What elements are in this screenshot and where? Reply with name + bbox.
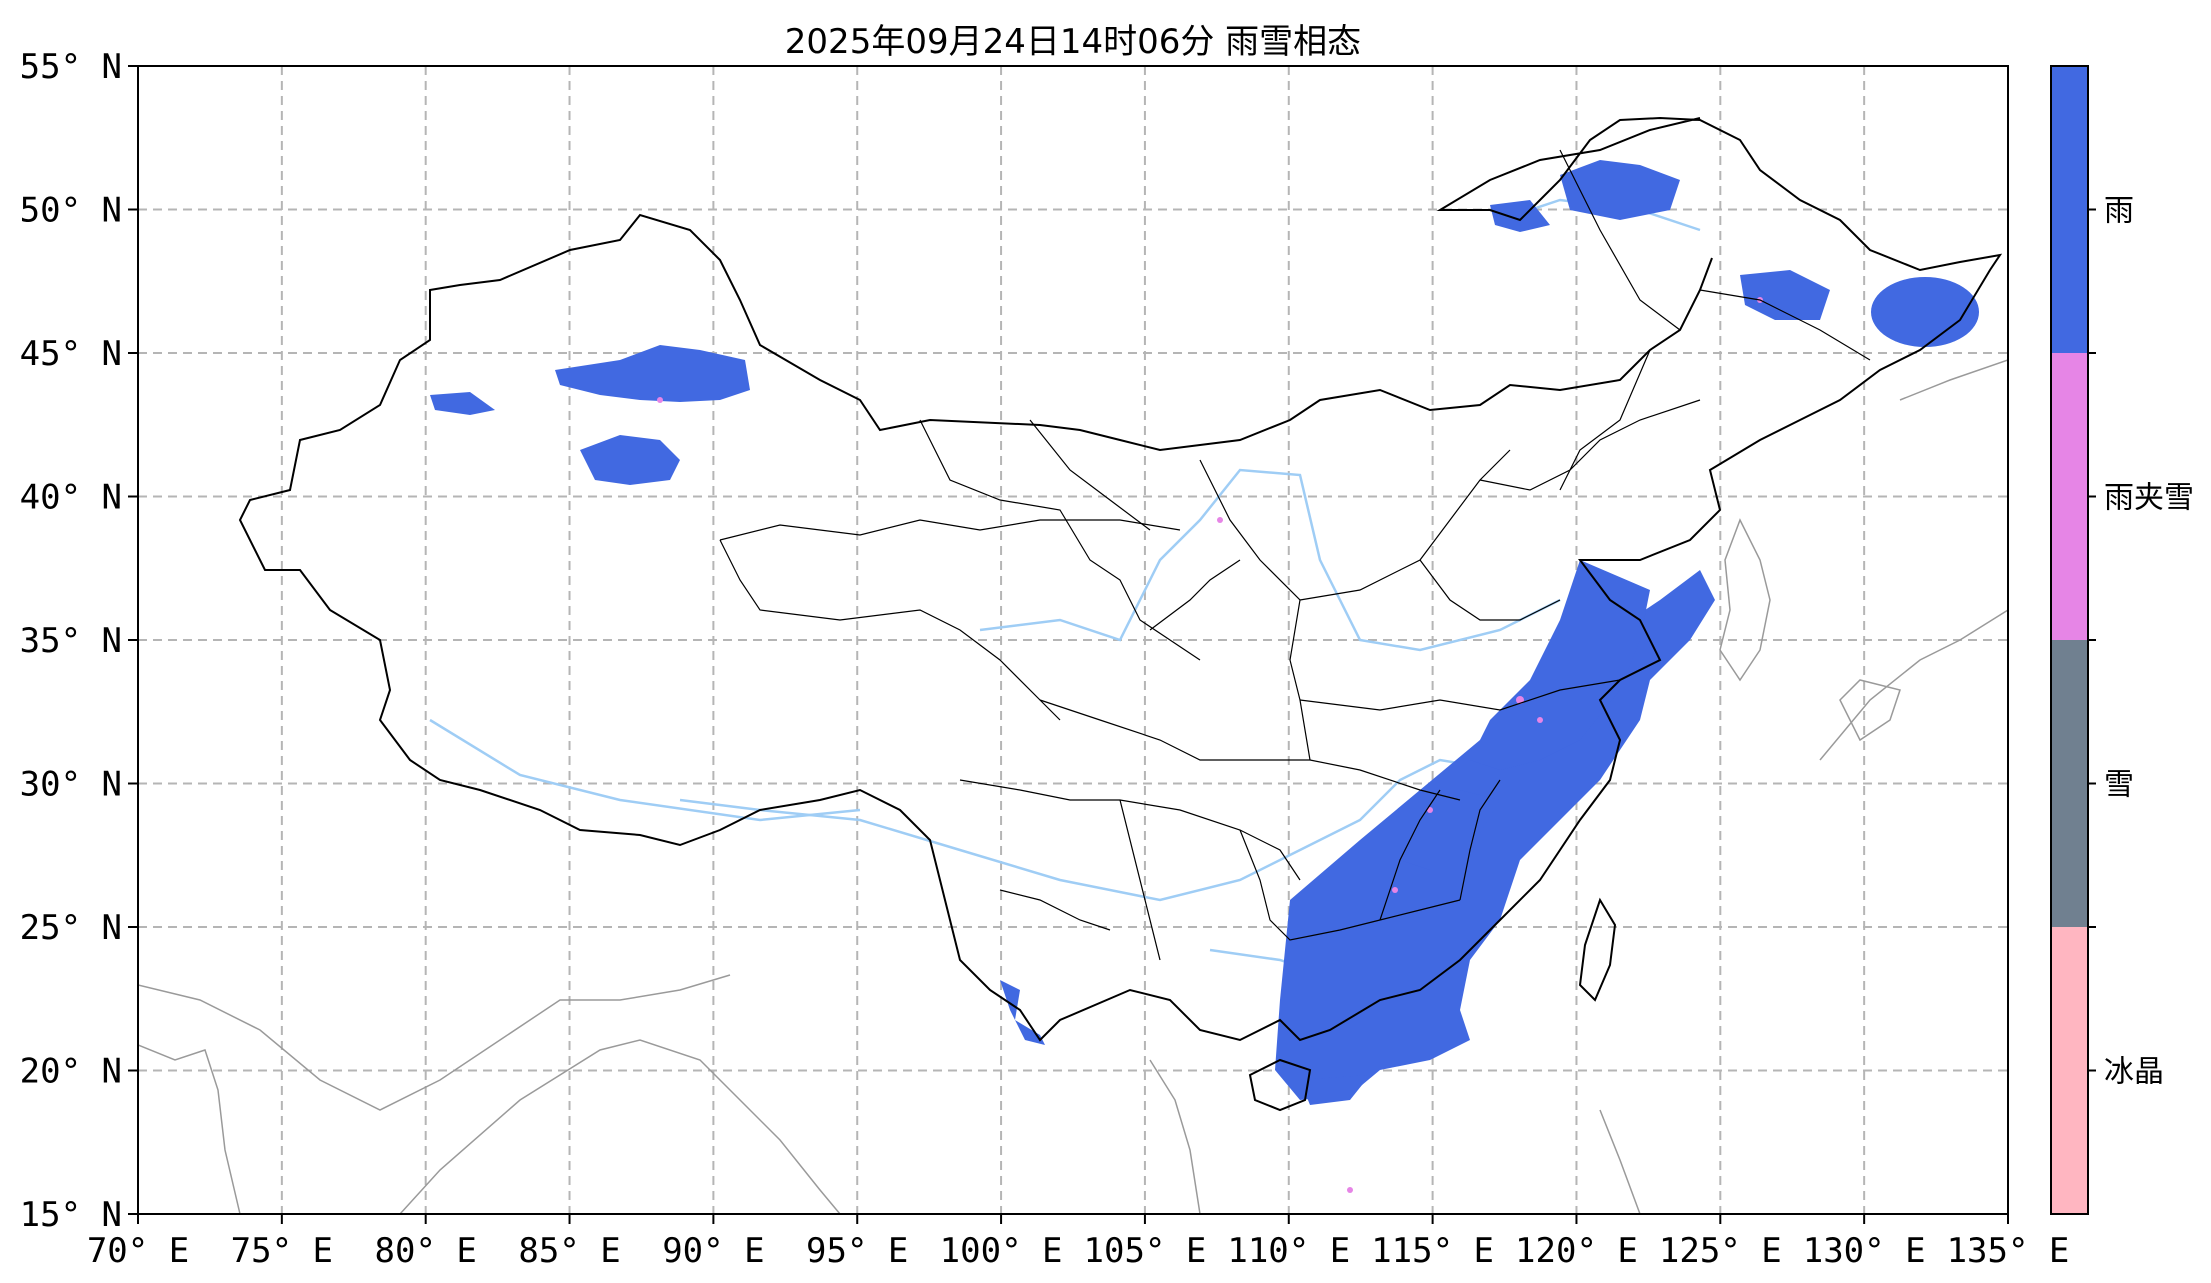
taiwan-island xyxy=(1578,897,1617,1002)
brahmaputra-river xyxy=(429,718,861,822)
x-tick-label: 115° E xyxy=(1371,1231,1494,1271)
indochina-coastline xyxy=(1149,1059,1201,1214)
x-tick-label: 130° E xyxy=(1803,1231,1926,1271)
x-tick-label: 75° E xyxy=(231,1231,333,1271)
rain-xinjiang-north xyxy=(555,345,750,402)
rain-xinjiang-south xyxy=(580,435,680,485)
rain-northeast-mid xyxy=(1740,270,1830,320)
map-grid xyxy=(137,65,2009,1215)
y-tick-label: 55° N xyxy=(20,47,122,87)
y-tick-label: 30° N xyxy=(20,765,122,805)
rain-xinjiang-small xyxy=(430,392,495,415)
rain-east-coast xyxy=(1470,560,1650,770)
y-tick-label: 35° N xyxy=(20,621,122,661)
x-tick-label: 120° E xyxy=(1515,1231,1638,1271)
map-title: 2025年09月24日14时06分 雨雪相态 xyxy=(784,22,1362,62)
map-axes: 70° E 75° E 80° E 85° E 90° E 95° E 100° E 105°… xyxy=(20,47,2070,1271)
rain-yunnan-edge xyxy=(1000,980,1045,1045)
x-tick-label: 70° E xyxy=(87,1231,189,1271)
rain-inner-mongolia xyxy=(1490,200,1550,232)
rain-south-china xyxy=(1275,570,1715,1100)
y-tick-label: 15° N xyxy=(20,1195,122,1235)
x-tick-label: 95° E xyxy=(806,1231,908,1271)
y-tick-label: 40° N xyxy=(20,478,122,518)
rain-northeast-north xyxy=(1560,160,1680,220)
x-tick-label: 105° E xyxy=(1084,1231,1207,1271)
legend-swatch xyxy=(2051,927,2088,1214)
precipitation-layer xyxy=(430,160,1979,1193)
rain-hainan xyxy=(1300,1075,1370,1105)
x-tick-label: 80° E xyxy=(375,1231,477,1271)
legend-label: 雨夹雪 xyxy=(2104,481,2194,516)
province-borders xyxy=(719,149,1871,961)
legend-frame xyxy=(2050,65,2089,1215)
x-tick-label: 90° E xyxy=(662,1231,764,1271)
x-tick-label: 85° E xyxy=(518,1231,620,1271)
china-border xyxy=(238,116,2003,1042)
x-tick-label: 100° E xyxy=(940,1231,1063,1271)
legend-swatch xyxy=(2051,66,2088,353)
japan-kyushu xyxy=(1839,679,1901,742)
x-tick-label: 110° E xyxy=(1227,1231,1350,1271)
bay-coastline xyxy=(399,1039,841,1214)
rain-central-east xyxy=(1400,790,1500,870)
hainan-island xyxy=(1248,1058,1312,1112)
x-tick-label: 125° E xyxy=(1659,1231,1782,1271)
legend-label: 雪 xyxy=(2104,768,2134,803)
korea-coastline xyxy=(1719,518,1771,682)
borders xyxy=(238,116,2003,1112)
neighbor-coastlines xyxy=(138,359,2008,1214)
philippines-luzon xyxy=(1599,1109,1641,1214)
rain-northeast-east xyxy=(1871,277,1979,347)
y-tick-label: 20° N xyxy=(20,1052,122,1092)
y-tick-label: 50° N xyxy=(20,191,122,231)
sleet-speckles xyxy=(657,297,1763,1193)
india-north-border xyxy=(138,974,731,1111)
legend-label: 冰晶 xyxy=(2104,1055,2164,1090)
legend-label: 雨 xyxy=(2104,194,2134,229)
legend-swatch xyxy=(2051,353,2088,640)
legend-swatch xyxy=(2051,640,2088,927)
yellow-river xyxy=(979,468,1561,652)
x-tick-label: 135° E xyxy=(1947,1231,2070,1271)
y-tick-label: 45° N xyxy=(20,334,122,374)
y-tick-label: 25° N xyxy=(20,908,122,948)
japan-coastline xyxy=(1819,609,2008,761)
russia-coast xyxy=(1899,359,2008,401)
india-coastline xyxy=(138,1044,241,1214)
